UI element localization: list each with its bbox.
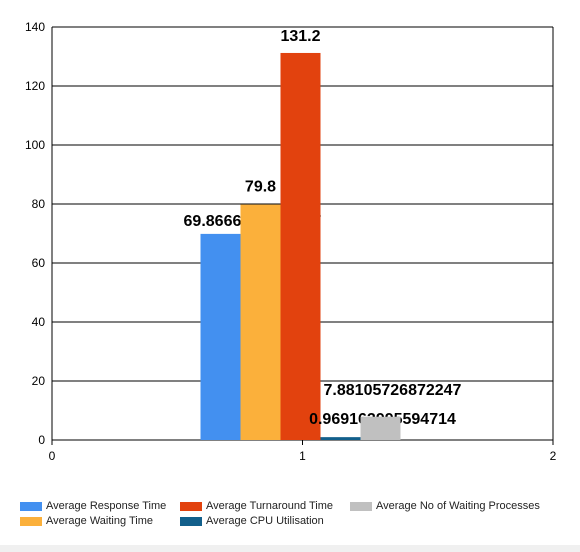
bar-average-turnaround-time [280, 52, 321, 441]
data-label: 131.2 [280, 28, 320, 45]
chart-plot: 02040608010012014001269.866666666666779.… [25, 20, 557, 463]
legend-swatch [20, 501, 42, 511]
y-tick-label: 120 [25, 79, 45, 93]
bar-average-no-of-waiting-processes [360, 416, 401, 440]
bottom-strip [0, 545, 580, 552]
y-tick-label: 20 [32, 374, 46, 388]
x-tick-label: 1 [299, 449, 306, 463]
legend-swatch [180, 516, 202, 526]
x-tick-label: 0 [49, 449, 56, 463]
data-label: 7.88105726872247 [324, 382, 462, 399]
y-tick-label: 140 [25, 20, 45, 34]
legend-label: Average No of Waiting Processes [376, 500, 540, 512]
legend-item-average-response-time: Average Response Time [20, 499, 166, 513]
legend-item-average-waiting-processes: Average No of Waiting Processes [350, 499, 540, 513]
legend-label: Average CPU Utilisation [206, 515, 324, 527]
legend-item-average-waiting-time: Average Waiting Time [20, 514, 153, 528]
bar-average-response-time [200, 233, 241, 440]
legend-swatch [180, 501, 202, 511]
x-tick-label: 2 [550, 449, 557, 463]
y-tick-label: 0 [38, 433, 45, 447]
legend-swatch [20, 516, 42, 526]
y-tick-label: 80 [32, 197, 46, 211]
bar-average-waiting-time [240, 204, 281, 440]
legend-item-average-turnaround-time: Average Turnaround Time [180, 499, 333, 513]
bar-average-cpu-utilisation [320, 437, 361, 440]
legend-label: Average Turnaround Time [206, 500, 333, 512]
y-tick-label: 60 [32, 256, 46, 270]
legend-label: Average Response Time [46, 500, 167, 512]
chart-legend: Average Response Time Average Waiting Ti… [20, 496, 580, 532]
legend-swatch [350, 501, 372, 511]
y-tick-label: 100 [25, 138, 45, 152]
legend-label: Average Waiting Time [46, 515, 153, 527]
y-tick-label: 40 [32, 315, 46, 329]
legend-item-average-cpu-utilisation: Average CPU Utilisation [180, 514, 324, 528]
data-label: 79.8 [245, 179, 276, 196]
